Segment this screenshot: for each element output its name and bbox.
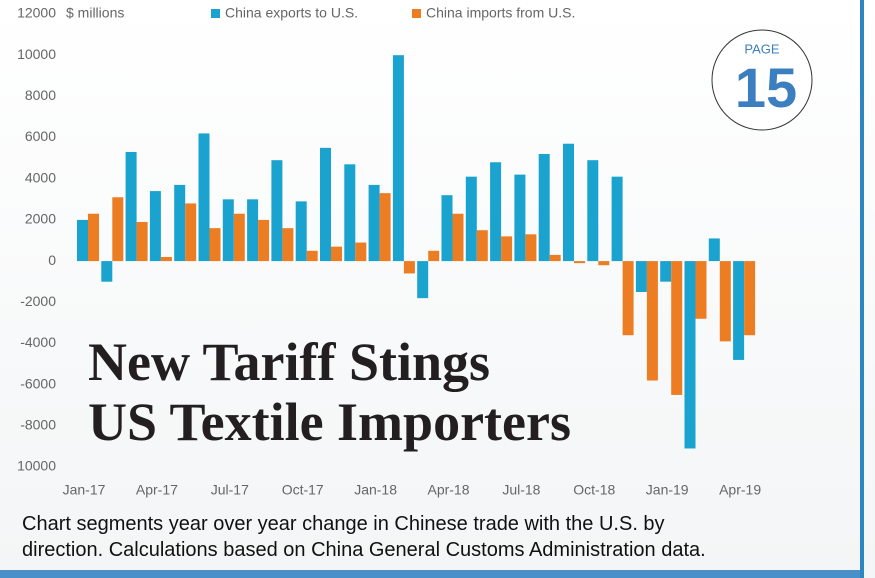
bar — [160, 256, 172, 262]
legend-swatch — [412, 9, 421, 18]
bar — [355, 242, 367, 262]
headline: New Tariff Stings — [88, 332, 490, 392]
bar — [295, 201, 307, 262]
bar — [514, 174, 526, 262]
bar — [587, 160, 599, 262]
badge-number: 15 — [735, 56, 797, 119]
bar — [136, 221, 148, 262]
bar — [563, 143, 574, 262]
bar — [490, 162, 502, 262]
x-tick-label: Jan-17 — [63, 482, 106, 498]
bar — [149, 191, 161, 262]
bar — [646, 261, 658, 381]
x-tick-label: Jul-17 — [211, 482, 249, 498]
x-tick-label: Oct-17 — [282, 482, 324, 498]
bar — [598, 261, 610, 266]
x-tick-label: Jan-19 — [646, 482, 689, 498]
bar — [441, 195, 453, 262]
bar — [708, 238, 720, 262]
legend-label: China imports from U.S. — [426, 5, 575, 21]
bar — [174, 184, 186, 262]
bar — [392, 55, 404, 262]
bar — [306, 250, 318, 262]
y-tick-label: 4000 — [25, 169, 56, 185]
bar — [77, 219, 88, 262]
bar — [525, 234, 537, 262]
bar — [320, 147, 331, 262]
bar — [452, 213, 464, 262]
bar — [198, 133, 210, 262]
x-tick-label: Jul-18 — [502, 482, 540, 498]
y-tick-label: 6000 — [25, 128, 56, 144]
bar — [733, 261, 745, 360]
bar — [222, 199, 234, 262]
x-tick-label: Apr-17 — [136, 482, 178, 498]
y-tick-label: 8000 — [25, 87, 56, 103]
bar — [476, 230, 488, 262]
bar — [112, 197, 124, 262]
bar — [417, 261, 429, 299]
y-axis-label: $ millions — [66, 5, 124, 21]
y-tick-label: -6000 — [20, 375, 56, 391]
bar — [368, 184, 380, 262]
bar — [501, 236, 513, 262]
x-tick-label: Oct-18 — [573, 482, 615, 498]
bar — [233, 213, 245, 262]
bar — [88, 213, 99, 262]
bottom-rule — [0, 570, 860, 578]
side-rule — [860, 0, 864, 578]
bar — [379, 193, 391, 262]
bar — [209, 228, 221, 262]
bar — [465, 176, 477, 262]
bar — [744, 261, 756, 336]
x-tick-label: Apr-18 — [427, 482, 469, 498]
y-tick-label: 2000 — [25, 211, 56, 227]
bar — [282, 228, 294, 262]
bar — [331, 246, 342, 262]
legend-label: China exports to U.S. — [225, 5, 358, 21]
y-tick-label: 0 — [48, 252, 56, 268]
y-tick-label: -4000 — [20, 334, 56, 350]
bar — [185, 203, 197, 262]
legend-swatch — [211, 9, 220, 18]
bar — [247, 199, 259, 262]
bar — [125, 151, 137, 262]
bar — [574, 261, 585, 264]
bar — [635, 261, 647, 292]
badge-label: PAGE — [744, 41, 779, 56]
y-tick-label: 10000 — [17, 46, 56, 62]
caption: direction. Calculations based on China G… — [22, 539, 706, 561]
bar — [258, 219, 270, 262]
bar — [671, 261, 683, 395]
badge-circle — [711, 29, 813, 131]
y-tick-label: 12000 — [17, 5, 56, 21]
x-tick-label: Jan-18 — [354, 482, 397, 498]
bar — [660, 261, 672, 282]
caption: Chart segments year over year change in … — [22, 513, 665, 535]
bar — [622, 261, 634, 336]
bar — [428, 250, 440, 262]
bar — [538, 154, 550, 262]
headline: US Textile Importers — [88, 392, 571, 452]
y-tick-label: -2000 — [20, 293, 56, 309]
bar — [344, 164, 356, 262]
y-tick-label: 10000 — [17, 458, 56, 474]
bar — [271, 160, 283, 262]
bar — [611, 176, 623, 262]
bar — [101, 261, 113, 282]
bar — [695, 261, 707, 319]
y-tick-label: -8000 — [20, 417, 56, 433]
bar — [403, 261, 415, 274]
bar — [719, 261, 731, 342]
bar — [549, 254, 561, 262]
bar — [684, 261, 696, 449]
x-tick-label: Apr-19 — [719, 482, 761, 498]
